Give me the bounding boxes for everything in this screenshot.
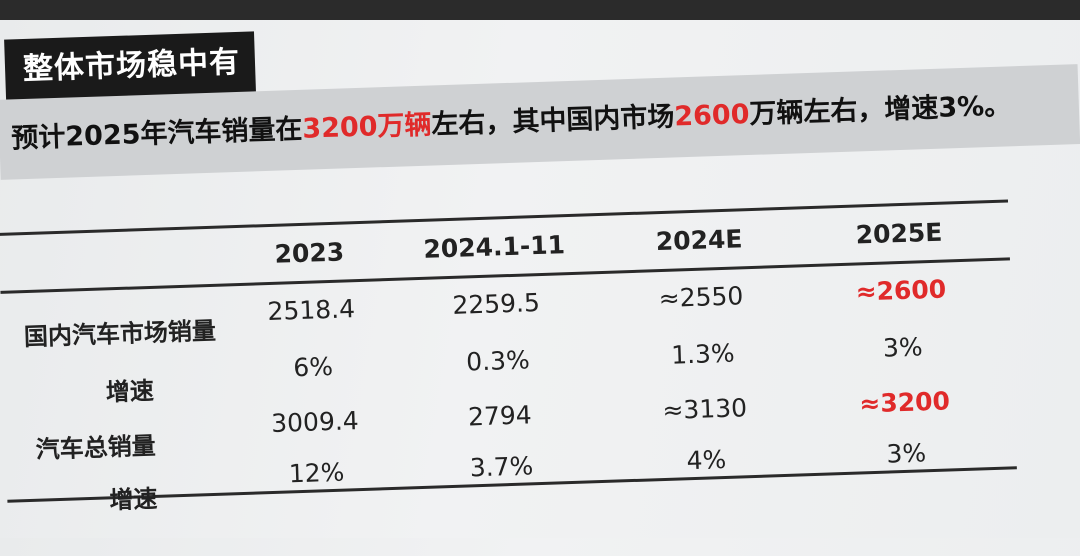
table-cell: 2259.5 [451,288,541,320]
table-cell: 0.3% [465,345,531,377]
subtitle-part3: 万辆左右，增速3%。 [748,90,1012,130]
subtitle-part2: 左右，其中国内市场 [430,101,675,141]
subtitle-highlight-domestic: 2600 [673,98,750,133]
column-header-2024-1-11: 2024.1-11 [422,230,566,264]
subtitle-part1: 预计2025年汽车销量在 [10,113,303,155]
table-cell: 1.3% [670,338,736,370]
table-cell: 6% [292,351,334,383]
table-cell: 12% [288,457,345,489]
table-cell: 3% [882,332,924,363]
table-cell: ≈2550 [658,281,744,314]
table-cell: 3.7% [469,451,534,483]
table-cell-highlight: ≈2600 [855,274,947,307]
column-header-2025e: 2025E [855,217,943,250]
table-cell: 4% [686,444,727,476]
table-cell-highlight: ≈3200 [858,386,951,419]
section-title: 整体市场稳中有进 [4,31,257,149]
subtitle-highlight-total: 3200万辆 [301,109,432,145]
table-cell: ≈3130 [661,393,748,426]
column-header-2023: 2023 [274,237,345,269]
row-label-total-sales: 汽车总销量 [35,431,157,464]
row-label-domestic-sales: 国内汽车市场销量 [23,316,217,352]
column-header-2024e: 2024E [655,224,743,257]
row-label-growth: 增速 [108,484,158,515]
table-cell: 3009.4 [270,406,360,438]
top-dark-band [0,0,1080,20]
table-cell: 3% [886,438,927,469]
row-label-growth: 增速 [105,376,155,407]
table-cell: 2518.4 [267,294,356,327]
table-cell: 2794 [467,400,533,432]
